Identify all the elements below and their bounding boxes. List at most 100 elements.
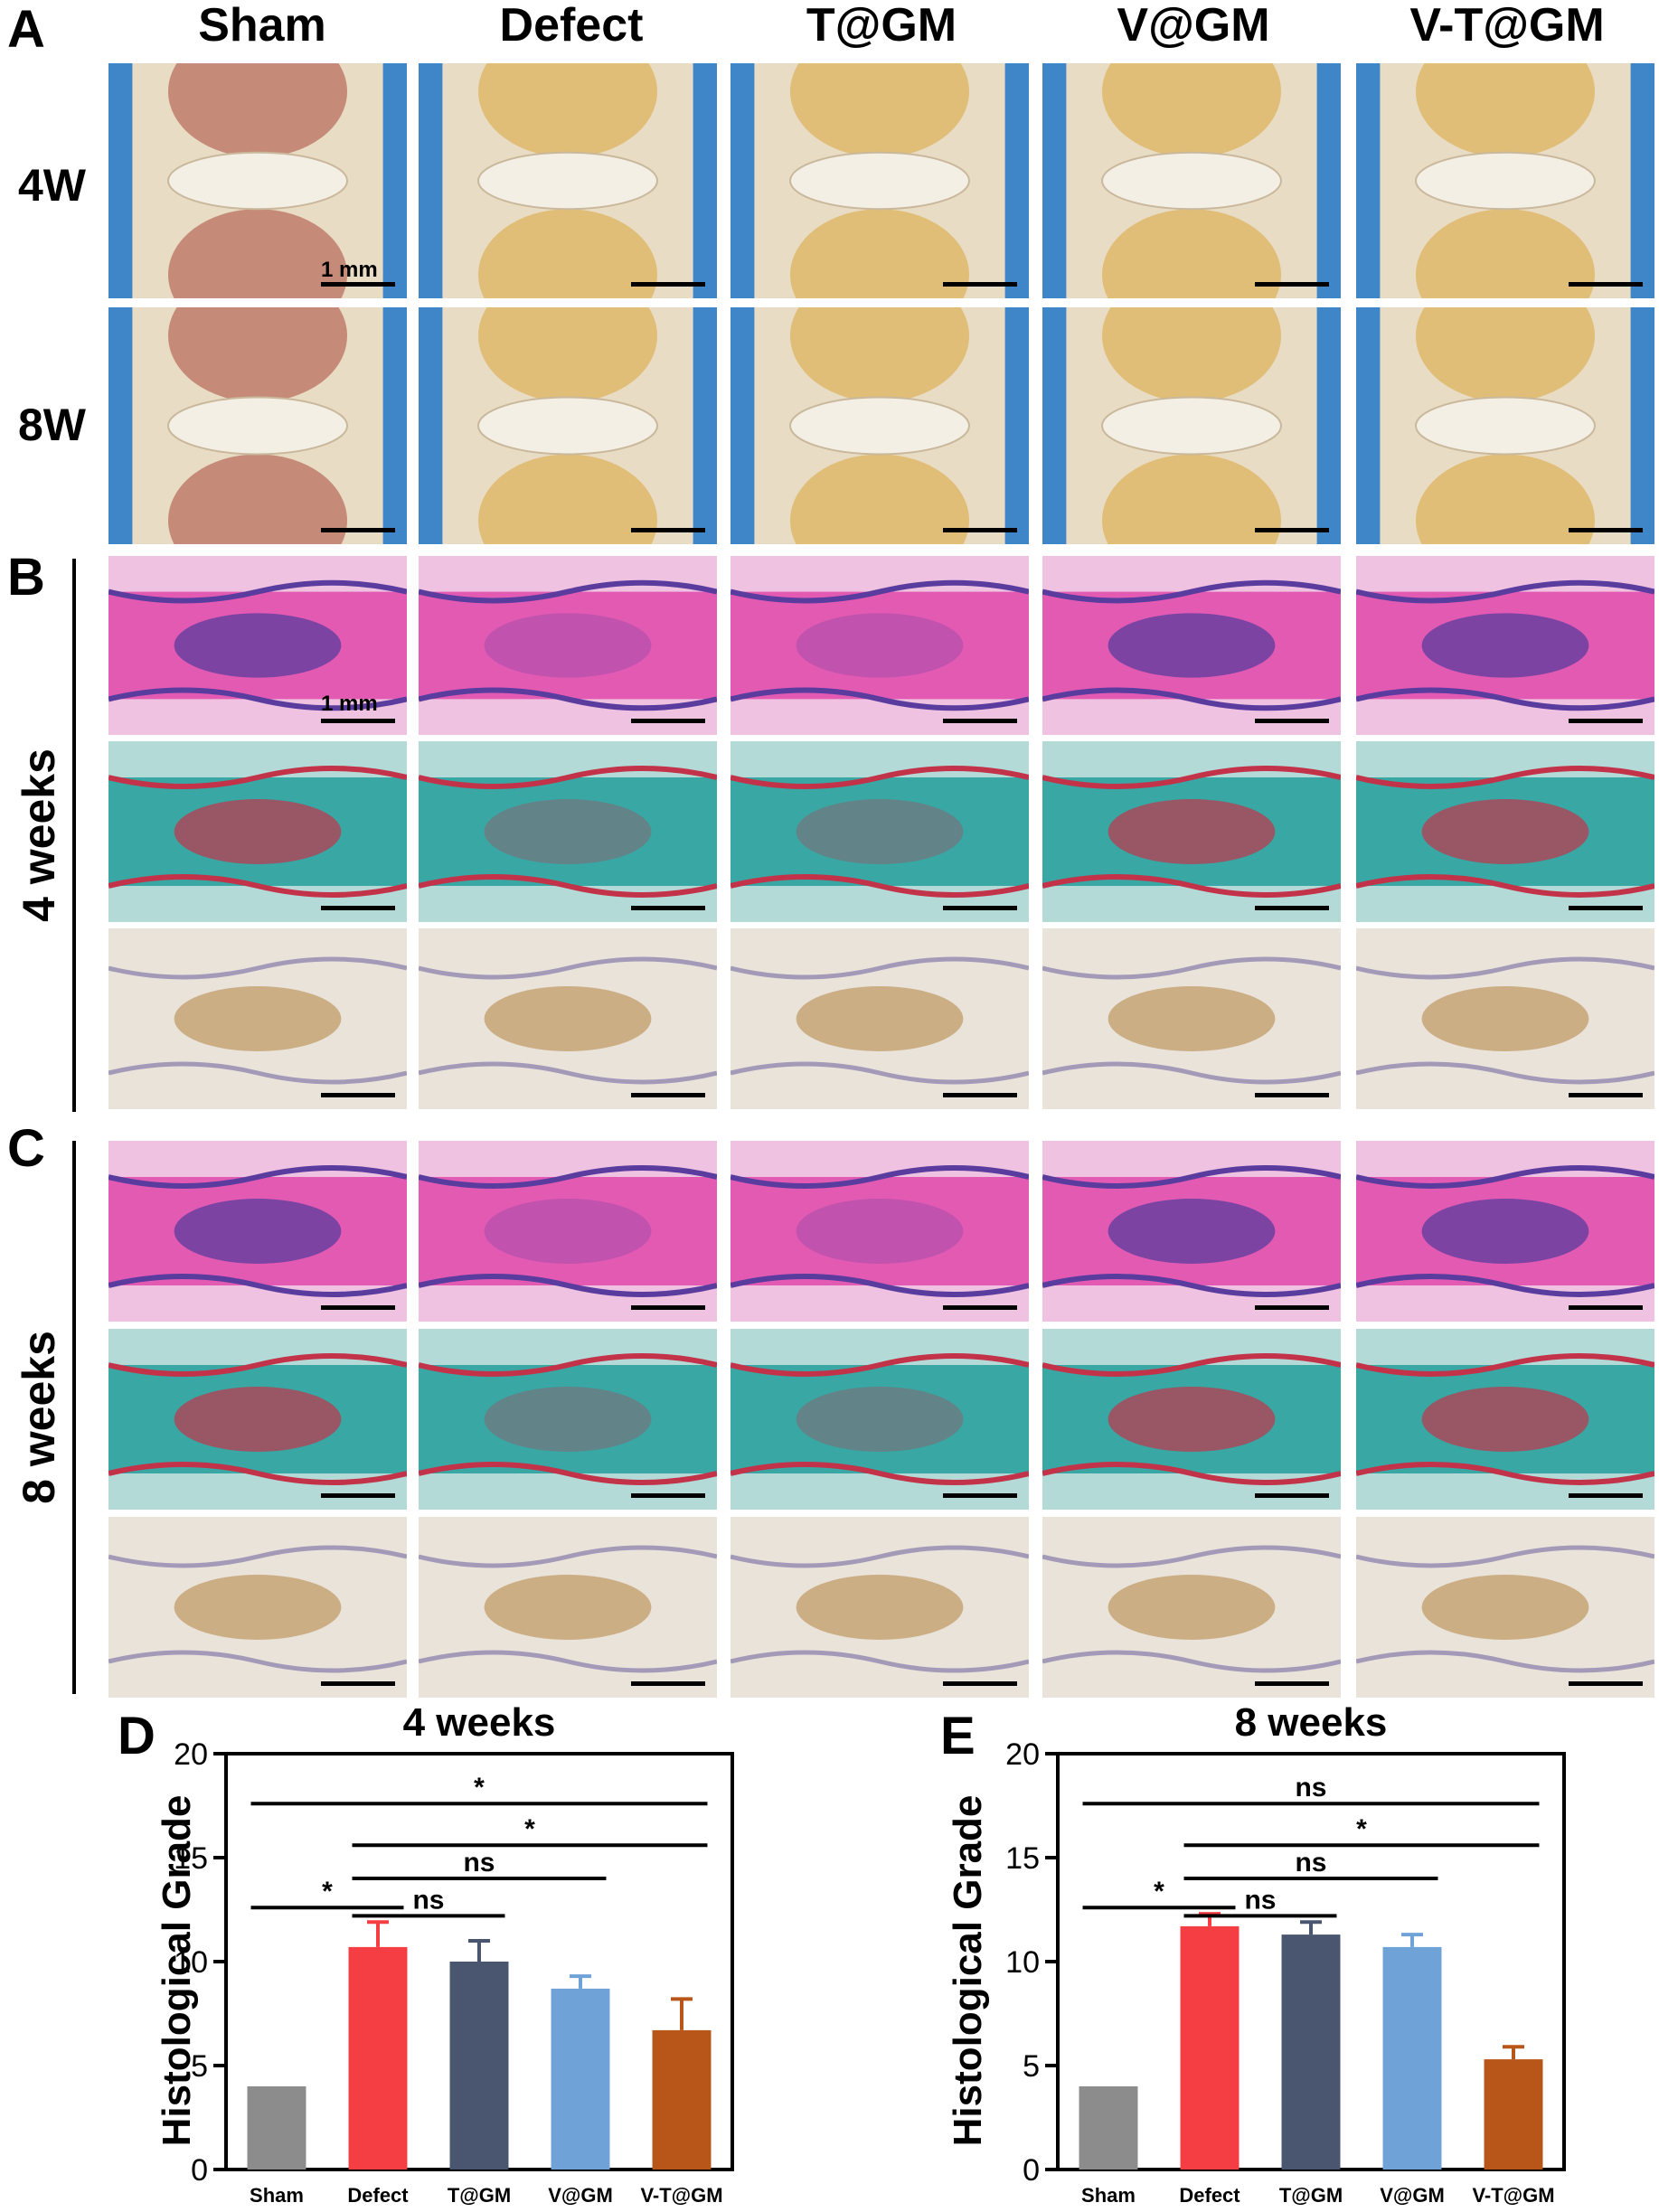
- scale-bar: [1255, 1093, 1329, 1097]
- y-tick-label: 10: [174, 1945, 208, 1980]
- histology-8w-he-tgm: [731, 1141, 1029, 1322]
- x-tick-label: Sham: [1081, 2184, 1136, 2207]
- panel-c-label: 8 weeks: [14, 1331, 64, 1504]
- column-header-vgm: V@GM: [1117, 0, 1270, 52]
- bar-tgm: [1281, 1934, 1341, 2170]
- histology-4w-ihc-defect: [419, 928, 717, 1109]
- scale-bar: [1255, 1493, 1329, 1498]
- panel-letter-e: E: [940, 1707, 976, 1765]
- bar-tgm: [449, 1962, 509, 2170]
- histology-4w-he-vtgm: [1356, 556, 1654, 735]
- scale-bar: [321, 1093, 395, 1097]
- histology-8w-he-vtgm: [1356, 1141, 1654, 1322]
- histology-4w-he-vgm: [1042, 556, 1341, 735]
- histology-4w-he-tgm: [731, 556, 1029, 735]
- histology-8w-safo-tgm: [731, 1329, 1029, 1510]
- scale-bar: [943, 906, 1017, 910]
- histology-4w-he-sham: [108, 556, 407, 735]
- photo-tile-4w-vtgm: [1356, 63, 1654, 298]
- scale-bar: [1255, 1305, 1329, 1310]
- x-tick-label: V-T@GM: [1472, 2184, 1554, 2207]
- significance-label: ns: [412, 1885, 444, 1915]
- scale-bar: [1569, 1493, 1643, 1498]
- panel-letter-b: B: [7, 548, 45, 607]
- panel-b-label: 4 weeks: [14, 748, 64, 922]
- scale-bar: [1569, 1681, 1643, 1686]
- photo-tile-4w-sham: [108, 63, 407, 298]
- chart-title: 4 weeks: [403, 1700, 556, 1745]
- significance-label: *: [1154, 1877, 1164, 1906]
- histology-4w-ihc-vgm: [1042, 928, 1341, 1109]
- x-tick-label: T@GM: [448, 2184, 511, 2207]
- histology-8w-he-sham: [108, 1141, 407, 1322]
- scale-bar: [1255, 528, 1329, 532]
- scale-bar: [631, 1681, 705, 1686]
- scale-bar: [943, 528, 1017, 532]
- y-tick-label: 15: [1005, 1841, 1040, 1876]
- histology-8w-safo-vgm: [1042, 1329, 1341, 1510]
- chart-panel-e: E 8 weeks Histological Grade 0 5 10 15 20 Sham De…: [940, 1700, 1566, 2207]
- photo-tile-8w-vgm: [1042, 307, 1341, 544]
- x-tick-label: Defect: [1179, 2184, 1240, 2207]
- photo-tile-4w-vgm: [1042, 63, 1341, 298]
- histology-8w-safo-vtgm: [1356, 1329, 1654, 1510]
- column-header-tgm: T@GM: [806, 0, 957, 52]
- scale-bar: [631, 282, 705, 287]
- scale-bar: [321, 719, 395, 723]
- column-header-defect: Defect: [499, 0, 644, 52]
- y-tick-label: 10: [1005, 1945, 1040, 1980]
- y-tick-label: 0: [1023, 2153, 1040, 2188]
- scale-label-a: 1 mm: [321, 258, 378, 282]
- bar-vgm: [551, 1988, 610, 2170]
- scale-bar: [631, 1093, 705, 1097]
- photo-tile-8w-tgm: [731, 307, 1029, 544]
- y-tick-label: 20: [1005, 1737, 1040, 1772]
- scale-bar: [321, 528, 395, 532]
- scale-bar: [631, 906, 705, 910]
- significance-label: *: [524, 1814, 535, 1844]
- scale-bar: [1569, 906, 1643, 910]
- scale-bar: [1255, 1681, 1329, 1686]
- scale-bar: [1569, 528, 1643, 532]
- histology-8w-ihc-vgm: [1042, 1517, 1341, 1698]
- x-tick-label: Sham: [250, 2184, 304, 2207]
- panel-letter-a: A: [7, 0, 45, 59]
- significance-label: ns: [463, 1848, 495, 1878]
- y-tick-label: 5: [1023, 2049, 1040, 2084]
- photo-tile-8w-vtgm: [1356, 307, 1654, 544]
- scale-bar: [943, 1093, 1017, 1097]
- y-tick-label: 0: [191, 2153, 208, 2188]
- significance-label: *: [1356, 1814, 1367, 1844]
- x-tick-label: T@GM: [1279, 2184, 1343, 2207]
- chart-title: 8 weeks: [1235, 1700, 1388, 1745]
- significance-label: *: [474, 1773, 485, 1803]
- x-tick-label: V-T@GM: [640, 2184, 722, 2207]
- scale-bar: [631, 1305, 705, 1310]
- column-header-sham: Sham: [198, 0, 326, 52]
- histology-8w-he-vgm: [1042, 1141, 1341, 1322]
- bar-sham: [247, 2086, 306, 2170]
- bar-sham: [1079, 2086, 1138, 2170]
- histology-8w-safo-sham: [108, 1329, 407, 1510]
- photo-tile-4w-defect: [419, 63, 717, 298]
- scale-label-b: 1 mm: [321, 692, 378, 716]
- scale-bar: [631, 1493, 705, 1498]
- y-tick-label: 15: [174, 1841, 208, 1876]
- scale-bar: [321, 1681, 395, 1686]
- column-header-vtgm: V-T@GM: [1409, 0, 1605, 52]
- scale-bar: [943, 1681, 1017, 1686]
- y-axis-label: Histological Grade: [155, 1795, 199, 2147]
- scale-bar: [1255, 906, 1329, 910]
- significance-label: ns: [1295, 1773, 1326, 1803]
- x-tick-label: V@GM: [1380, 2184, 1445, 2207]
- significance-label: ns: [1295, 1848, 1326, 1878]
- bar-defect: [348, 1946, 408, 2170]
- row-label-8w: 8W: [18, 400, 86, 450]
- photo-tile-4w-tgm: [731, 63, 1029, 298]
- y-tick-label: 20: [174, 1737, 208, 1772]
- histology-4w-ihc-tgm: [731, 928, 1029, 1109]
- histology-8w-ihc-vtgm: [1356, 1517, 1654, 1698]
- panel-letter-d: D: [118, 1707, 156, 1765]
- scale-bar: [321, 282, 395, 287]
- scale-bar: [943, 1493, 1017, 1498]
